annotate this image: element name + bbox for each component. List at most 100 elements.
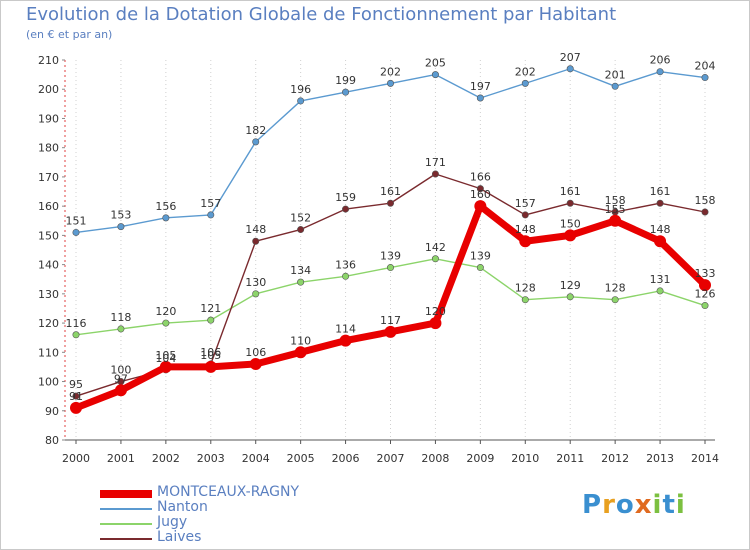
data-point [204,360,217,373]
data-label: 128 [605,282,626,295]
data-point [519,235,532,248]
data-label: 148 [515,223,536,236]
legend-label: Laives [157,529,202,545]
data-point [521,211,529,219]
legend-swatch [100,489,152,498]
x-tick-label: 2013 [646,452,674,465]
logo-letter: x [634,490,653,520]
data-label: 116 [66,317,87,330]
data-point [162,319,170,327]
grid [75,60,706,440]
y-tick-label: 210 [38,54,59,67]
data-label: 148 [245,223,266,236]
y-tick-label: 100 [38,376,59,389]
data-point [521,79,529,87]
data-label: 150 [560,217,581,230]
chart-subtitle: (en € et par an) [26,28,113,41]
data-label: 201 [605,68,626,81]
data-label: 120 [155,305,176,318]
data-point [384,325,397,338]
x-tick-label: 2011 [556,452,584,465]
legend-swatch [100,507,152,510]
data-label: 131 [650,273,671,286]
x-tick-label: 2010 [511,452,539,465]
data-point [701,302,709,310]
data-label: 136 [335,258,356,271]
data-label: 157 [200,197,221,210]
data-label: 153 [110,209,131,222]
data-point [252,138,260,146]
data-label: 206 [650,54,671,67]
y-tick-label: 170 [38,171,59,184]
x-tick-label: 2009 [466,452,494,465]
data-point [476,94,484,102]
data-point [297,97,305,105]
legend-label: Nanton [157,499,208,515]
data-point [566,65,574,73]
x-tick-label: 2014 [691,452,719,465]
legend-label: Jugy [157,514,188,530]
logo-letter: t [662,490,676,520]
data-label: 106 [200,346,221,359]
axes: 8090100110120130140150160170180190200210… [38,54,719,465]
data-label: 152 [290,212,311,225]
data-label: 130 [245,276,266,289]
data-point [342,88,350,96]
data-label: 100 [110,364,131,377]
data-label: 199 [335,74,356,87]
data-point [701,208,709,216]
data-label: 182 [245,124,266,137]
data-point [609,214,622,227]
data-label: 118 [110,311,131,324]
y-tick-label: 190 [38,112,59,125]
data-point [207,316,215,324]
data-label: 166 [470,171,491,184]
x-tick-label: 2006 [332,452,360,465]
data-point [656,199,664,207]
data-label: 142 [425,241,446,254]
data-point [162,214,170,222]
data-label: 151 [66,214,87,227]
data-point [431,170,439,178]
data-point [566,199,574,207]
y-tick-label: 90 [45,405,59,418]
x-tick-label: 2012 [601,452,629,465]
data-point [72,228,80,236]
logo-letter: P [582,490,603,520]
data-point [207,211,215,219]
data-label: 158 [605,194,626,207]
data-label: 114 [335,323,356,336]
data-label: 156 [155,200,176,213]
legend-swatch [100,522,152,525]
data-point [521,296,529,304]
data-point [656,68,664,76]
y-tick-label: 120 [38,317,59,330]
data-label: 121 [200,302,221,315]
data-label: 95 [69,378,83,391]
y-tick-label: 180 [38,142,59,155]
x-tick-label: 2007 [377,452,405,465]
y-tick-label: 110 [38,346,59,359]
x-tick-label: 2005 [287,452,315,465]
logo-letter: i [675,490,686,520]
data-label: 196 [290,83,311,96]
data-label: 204 [695,60,716,73]
data-point [252,290,260,298]
y-tick-label: 160 [38,200,59,213]
series-nanton [72,65,709,236]
data-point [701,74,709,82]
data-point [476,264,484,272]
data-label: 161 [650,185,671,198]
data-label: 202 [380,65,401,78]
data-label: 139 [380,250,401,263]
data-label: 91 [69,390,83,403]
data-label: 126 [695,288,716,301]
y-tick-label: 200 [38,83,59,96]
data-label: 105 [200,349,221,362]
line-chart: 8090100110120130140150160170180190200210… [38,51,719,465]
data-label: 207 [560,51,581,64]
data-point [159,360,172,373]
data-label: 155 [605,203,626,216]
data-point [474,200,487,213]
